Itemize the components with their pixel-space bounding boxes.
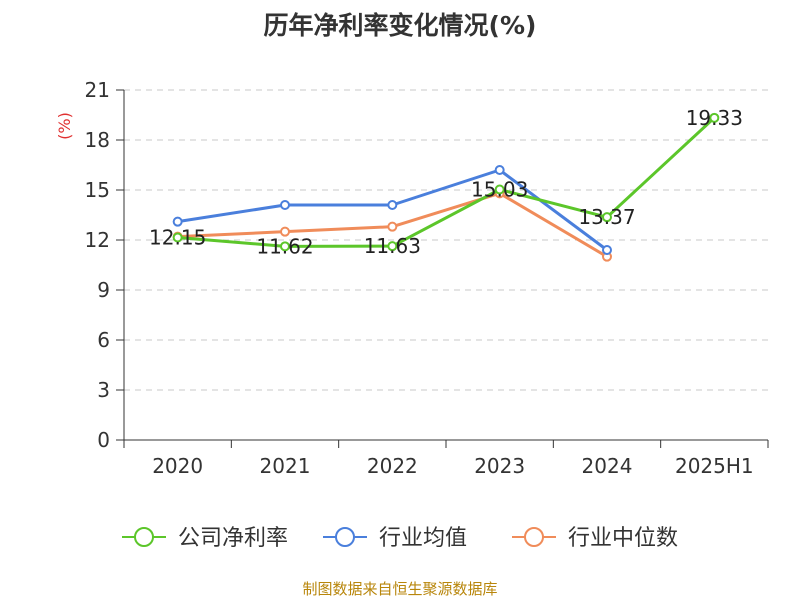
y-tick-label: 12: [85, 228, 110, 252]
y-tick-label: 0: [97, 428, 110, 452]
grid-lines: [124, 89, 768, 391]
data-point: [387, 221, 398, 232]
y-tick-label: 21: [85, 78, 110, 102]
chart-title: 历年净利率变化情况(%): [264, 11, 537, 40]
source-note: 制图数据来自恒生聚源数据库: [302, 580, 497, 598]
data-point: [172, 216, 183, 227]
series-line: [177, 116, 716, 248]
data-label: 11.62: [256, 234, 313, 258]
data-label: 11.63: [364, 234, 421, 258]
x-tick-label: 2024: [582, 454, 633, 478]
data-labels: 12.15 11.62 11.63 15.03 13.37 19.33: [149, 106, 743, 258]
data-label: 12.15: [149, 226, 206, 250]
legend-label: 公司净利率: [178, 526, 288, 551]
y-tick-label: 3: [97, 378, 110, 402]
legend: 公司净利率 行业均值 行业中位数: [122, 526, 678, 551]
y-tick-label: 18: [85, 128, 110, 152]
data-point: [172, 232, 183, 243]
legend-label: 行业中位数: [568, 526, 678, 551]
legend-marker: [335, 527, 355, 547]
data-point: [280, 200, 290, 210]
data-point: [280, 241, 290, 252]
data-point: [494, 165, 505, 175]
y-tick-label: 15: [85, 178, 110, 202]
data-point: [494, 184, 505, 195]
x-tick-label: 2021: [260, 454, 311, 478]
legend-marker: [524, 527, 544, 547]
data-point: [280, 226, 290, 237]
y-axis-label: (%): [55, 112, 74, 140]
series-group: [172, 112, 720, 262]
data-point: [602, 245, 612, 255]
data-label: 19.33: [686, 106, 743, 130]
data-point: [602, 212, 612, 223]
x-tick-label: 2025H1: [675, 454, 754, 478]
data-point: [387, 241, 398, 252]
x-tick-label: 2020: [152, 454, 203, 478]
x-tick-label: 2023: [474, 454, 525, 478]
x-tick-label: 2022: [367, 454, 418, 478]
data-label: 13.37: [578, 205, 635, 229]
legend-marker: [134, 527, 154, 547]
data-label: 15.03: [471, 178, 528, 202]
legend-label: 行业均值: [379, 526, 467, 551]
data-point: [709, 112, 720, 123]
data-point: [387, 200, 398, 210]
y-tick-label: 9: [97, 278, 110, 302]
axes: 0 3 6 9 12 15 18 21 2020 2021 2022 2023 2024 2025H1: [85, 78, 769, 478]
y-tick-label: 6: [97, 328, 110, 352]
